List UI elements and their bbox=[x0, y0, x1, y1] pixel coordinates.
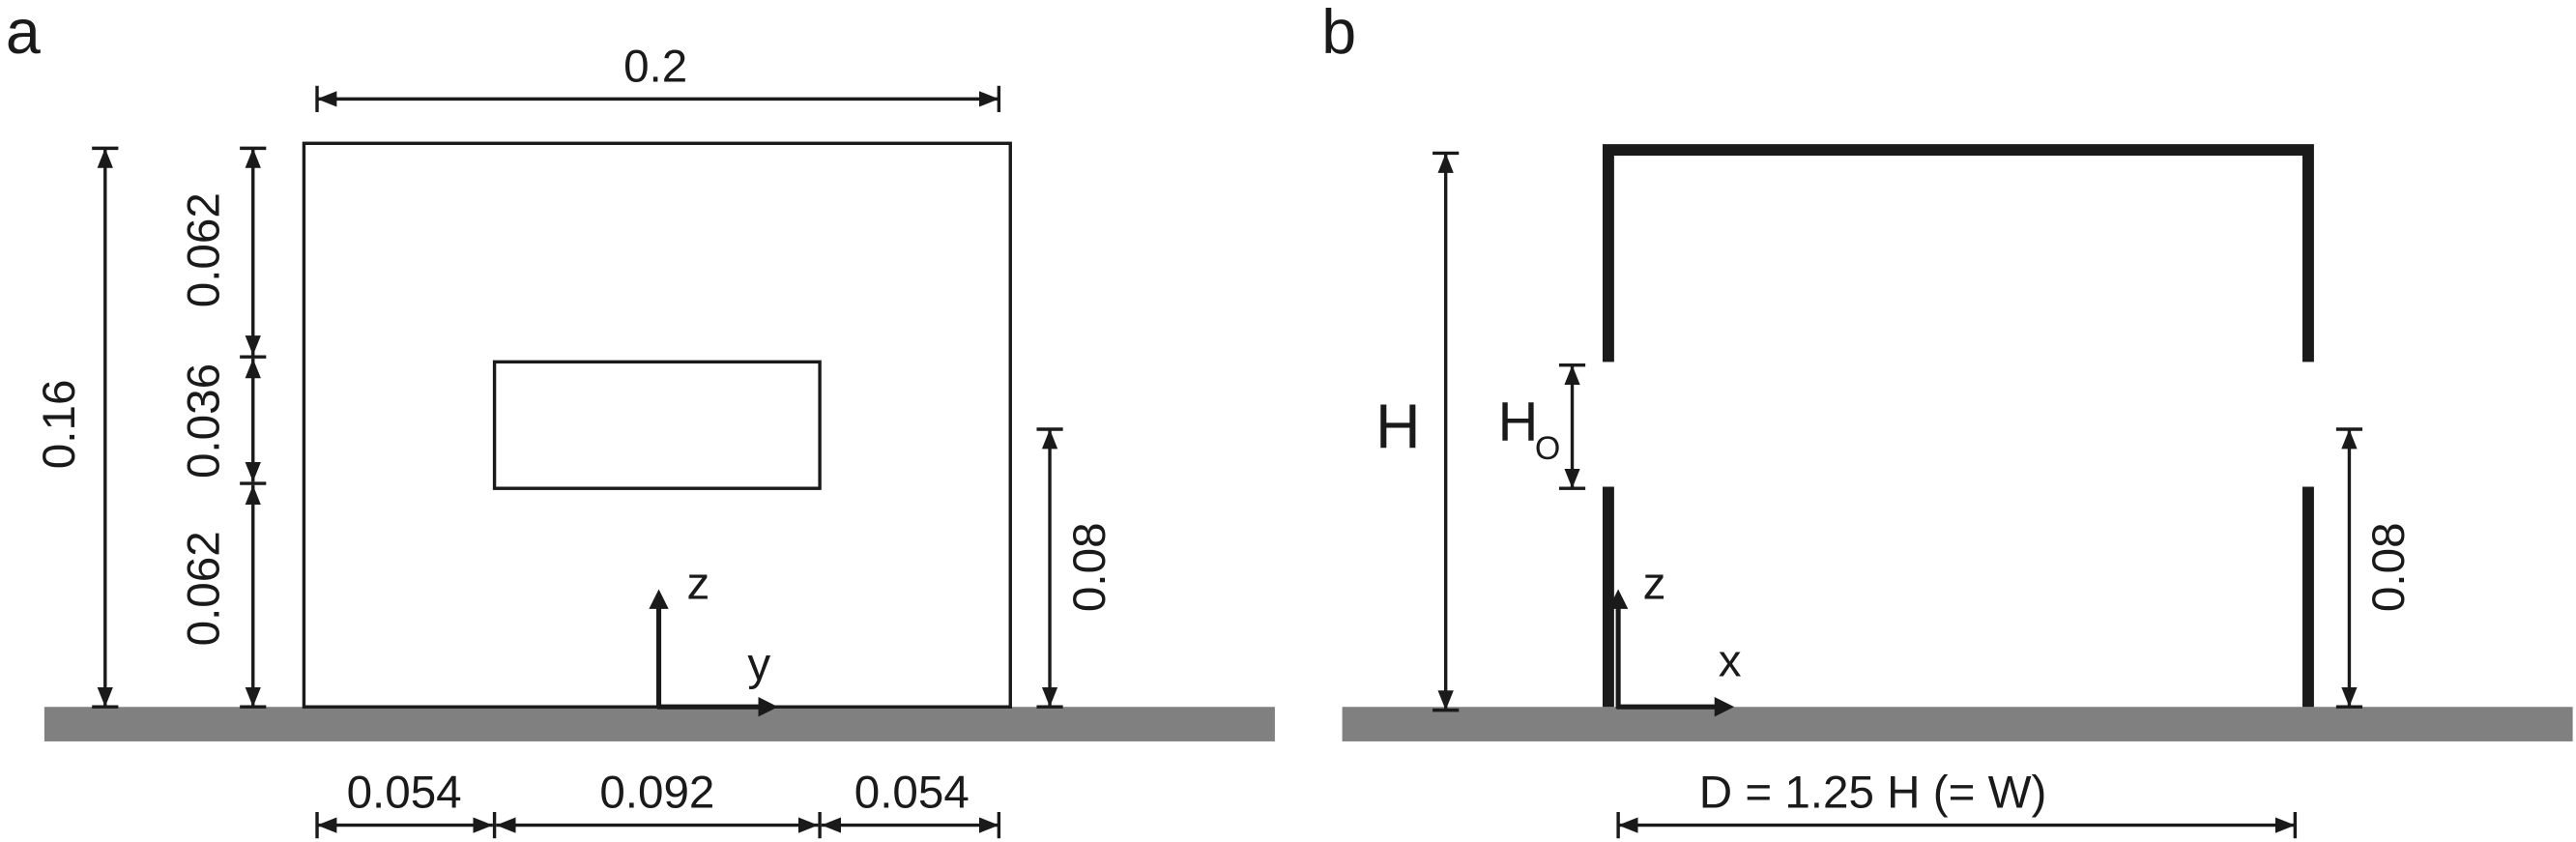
dimension-label: 0.054 bbox=[347, 768, 462, 819]
dimension-label: 0.062 bbox=[179, 531, 230, 646]
dimension-label: 0.16 bbox=[34, 380, 85, 470]
axis-label: y bbox=[747, 639, 770, 690]
dimension-label: D = 1.25 H (= W) bbox=[1699, 768, 2047, 819]
panel-label: a bbox=[6, 0, 41, 67]
dimension-subscript: O bbox=[1535, 430, 1560, 467]
dimension-label: 0.08 bbox=[2363, 522, 2415, 612]
dimension-label: 0.054 bbox=[854, 768, 970, 819]
dimension-label: H bbox=[1498, 392, 1539, 453]
dimension-label: 0.062 bbox=[179, 192, 230, 307]
panel-label: b bbox=[1321, 0, 1356, 67]
dimension-label: 0.092 bbox=[599, 768, 714, 819]
axis-label: z bbox=[1643, 559, 1666, 610]
dimension-label: H bbox=[1375, 392, 1421, 461]
dimension-label: 0.08 bbox=[1064, 522, 1115, 612]
axis-label: z bbox=[686, 559, 709, 610]
opening bbox=[492, 360, 822, 490]
axis-label: x bbox=[1719, 636, 1742, 687]
ground bbox=[43, 707, 1275, 741]
dimension-label: 0.036 bbox=[179, 363, 230, 479]
panel-a: a 0.2 0.16 0.062 0.036 0.062 0.08 0.054 … bbox=[6, 0, 1275, 839]
panel-b: b H H O 0.08 D = 1.25 H (= W) z x bbox=[1321, 0, 2573, 839]
dimension-label: 0.2 bbox=[623, 41, 687, 92]
ground bbox=[1342, 707, 2573, 741]
building-wall bbox=[1602, 144, 2314, 363]
